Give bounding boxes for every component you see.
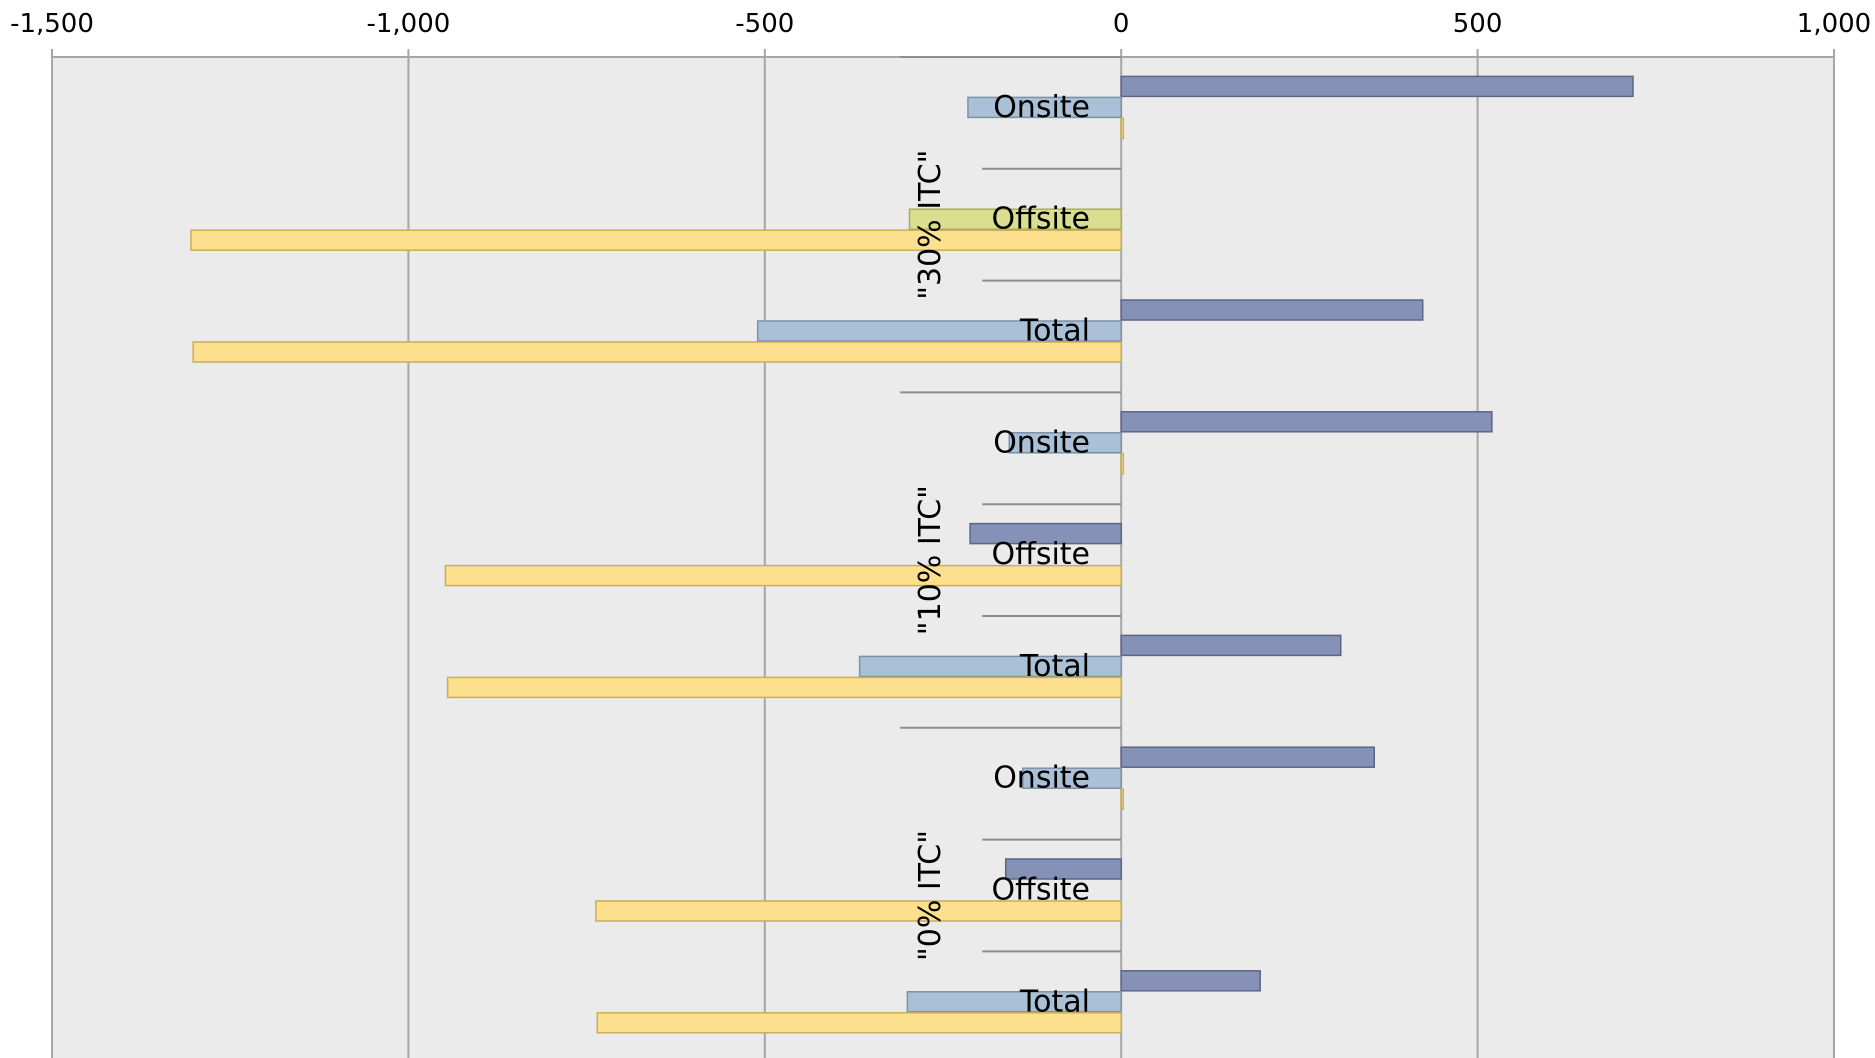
bar	[1120, 299, 1424, 321]
bar	[446, 676, 1122, 699]
bar	[595, 900, 1122, 922]
bar	[192, 341, 1122, 363]
x-tick-label: -500	[735, 9, 794, 39]
category-label: Onsite	[993, 425, 1090, 460]
group-label: "0% ITC"	[913, 830, 948, 961]
category-label: Offsite	[992, 537, 1090, 572]
bar	[1004, 858, 1122, 880]
bar	[1120, 117, 1125, 140]
bar	[858, 655, 1122, 678]
bar	[190, 229, 1122, 251]
category-label: Onsite	[993, 90, 1090, 125]
x-tick-label: 0	[1113, 9, 1130, 39]
group-label: "10% ITC"	[913, 485, 948, 635]
bar	[967, 96, 1122, 119]
category-label: Total	[1019, 314, 1090, 349]
x-tick-label: -1,500	[10, 9, 94, 39]
category-label: Onsite	[993, 761, 1090, 796]
bar	[596, 1012, 1122, 1034]
bar	[1120, 453, 1125, 475]
bar	[1120, 634, 1342, 657]
x-axis: -1,500 -1,000 -500 0 500 1,000	[10, 9, 1871, 39]
x-tick-label: 500	[1453, 9, 1503, 39]
bar	[1120, 970, 1261, 992]
bars	[190, 75, 1634, 1034]
bar	[444, 564, 1122, 587]
x-tick-label: -1,000	[366, 9, 450, 39]
bar	[1120, 75, 1634, 98]
bar	[756, 320, 1122, 342]
bar	[1120, 411, 1493, 433]
category-separators	[900, 56, 1122, 953]
category-label: Total	[1019, 984, 1090, 1019]
category-label: Total	[1019, 649, 1090, 684]
category-labels: Onsite Offsite Total Onsite Offsite Total Onsi…	[992, 90, 1090, 1019]
bar	[1120, 788, 1124, 810]
bar	[906, 991, 1122, 1013]
bar	[969, 522, 1122, 545]
category-label: Offsite	[992, 873, 1090, 908]
bar	[1120, 746, 1375, 768]
bar	[1022, 767, 1122, 789]
x-tick-label: 1,000	[1797, 9, 1871, 39]
category-label: Offsite	[992, 202, 1090, 237]
bar	[908, 208, 1122, 230]
bar	[1008, 432, 1122, 454]
group-label: "30% ITC"	[913, 150, 948, 300]
group-labels: "30% ITC" "10% ITC" "0% ITC"	[913, 150, 948, 961]
